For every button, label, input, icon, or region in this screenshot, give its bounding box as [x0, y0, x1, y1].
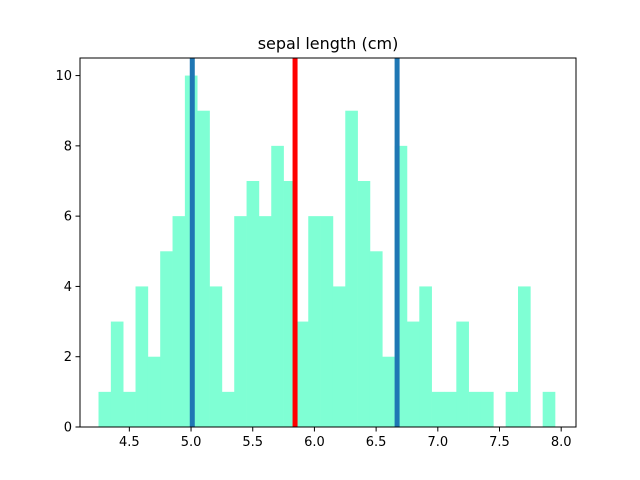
histogram-bar [135, 286, 149, 427]
histogram-bar [518, 286, 531, 427]
histogram-bar [542, 391, 556, 427]
histogram-bar [369, 251, 383, 427]
histogram-bar [480, 391, 494, 427]
histogram-bar [110, 321, 124, 427]
x-tick-label: 6.0 [304, 435, 325, 450]
reference-lines [189, 58, 400, 427]
axes: 4.5 5.0 5.5 6.0 6.5 7.0 7.5 8.0 0 2 4 6 8 10 [55, 57, 577, 450]
x-tick-label: 7.0 [427, 435, 448, 450]
histogram-bar [221, 391, 235, 427]
histogram-bar [332, 286, 346, 427]
x-tick-label: 5.0 [181, 435, 202, 450]
histogram-bar [320, 216, 334, 427]
y-tick-label: 4 [64, 280, 72, 295]
axes-frame [79, 57, 577, 428]
x-tick-label: 7.5 [489, 435, 510, 450]
histogram-bar [160, 251, 173, 427]
histogram-bar [295, 321, 309, 427]
histogram-bar [147, 356, 161, 427]
histogram-bar [382, 356, 395, 427]
histogram-bar [197, 110, 210, 427]
x-tick-label: 8.0 [551, 435, 572, 450]
chart-title: sepal length (cm) [258, 34, 399, 53]
histogram-bar [456, 321, 469, 427]
histogram-bar [443, 391, 457, 427]
y-tick-label: 6 [64, 210, 72, 225]
x-tick-label: 5.5 [242, 435, 263, 450]
histogram-bar [246, 181, 260, 427]
histogram-bar [468, 391, 482, 427]
histogram-bar [234, 216, 247, 427]
histogram-bar [271, 145, 284, 427]
histogram-bar [123, 391, 136, 427]
histogram-bar [98, 391, 112, 427]
histogram-bar [406, 321, 420, 427]
y-tick-label: 2 [64, 350, 72, 365]
histogram-bar [172, 216, 186, 427]
y-tick-label: 0 [64, 421, 72, 436]
y-tick-label: 8 [64, 139, 72, 154]
y-tick-label: 10 [55, 69, 72, 84]
histogram-bar [419, 286, 432, 427]
histogram-bar [258, 216, 272, 427]
histogram-bar [431, 391, 445, 427]
histogram-bar [209, 286, 223, 427]
histogram-bar [345, 110, 358, 427]
histogram-bar [357, 181, 371, 427]
histogram-bar [308, 216, 321, 427]
x-tick-label: 4.5 [119, 435, 140, 450]
histogram-bar [505, 391, 519, 427]
x-tick-label: 6.5 [366, 435, 387, 450]
histogram-bars [98, 75, 556, 428]
